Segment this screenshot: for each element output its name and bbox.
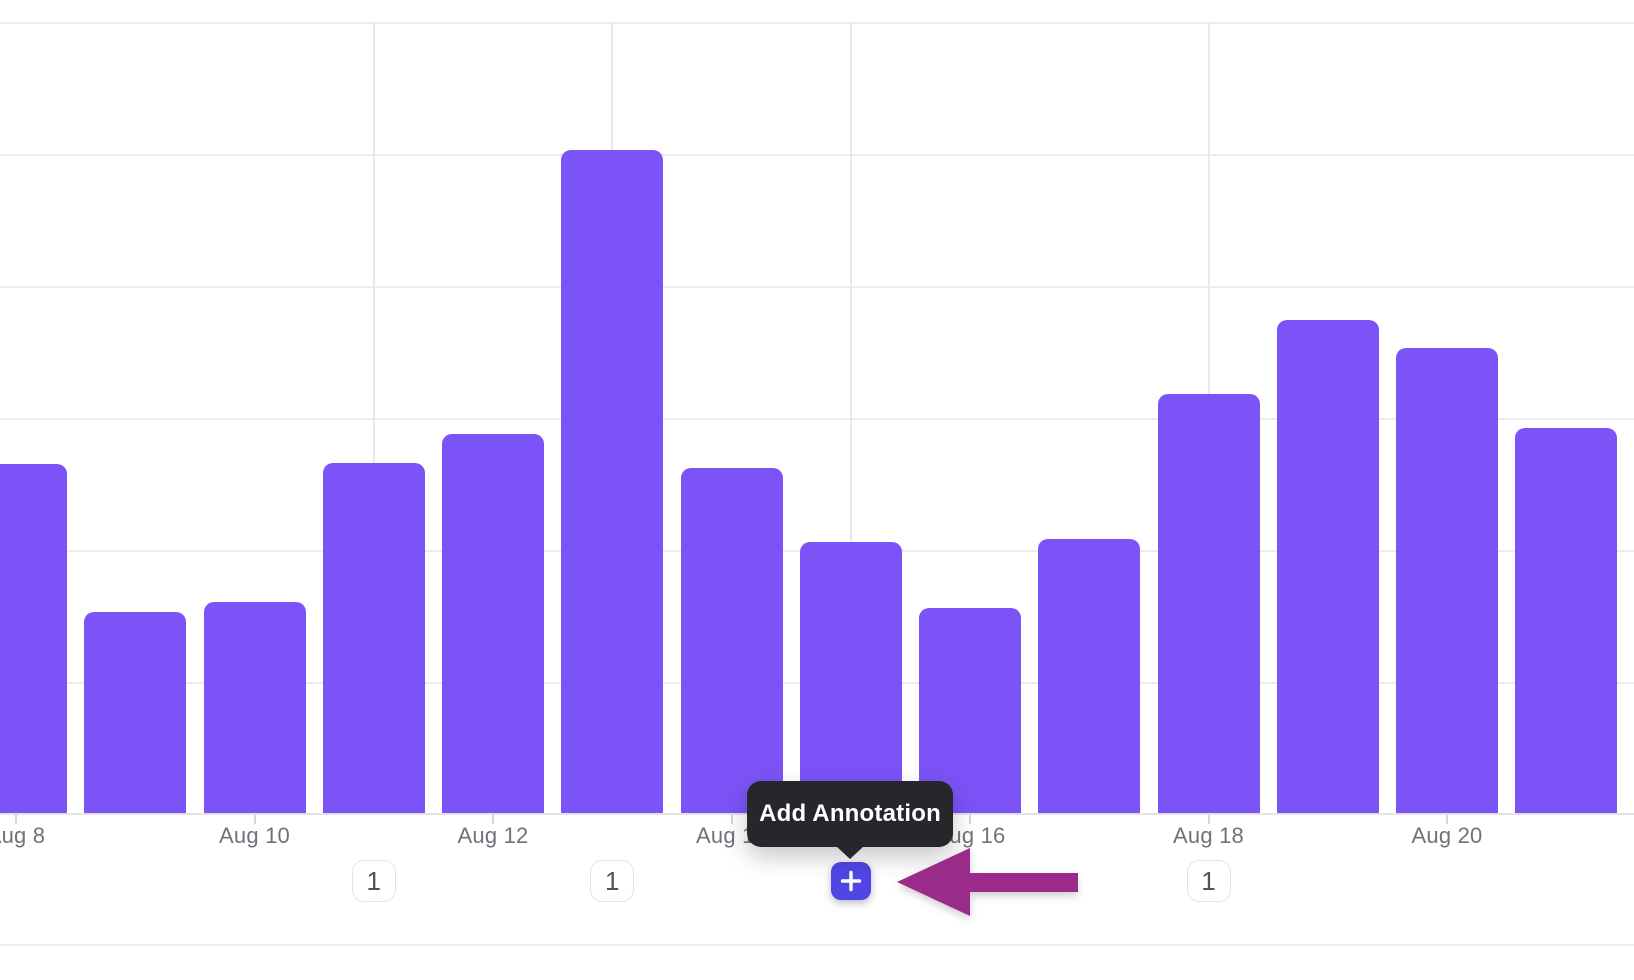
x-axis-label: Aug 20 [1411, 823, 1483, 848]
plus-icon [840, 870, 861, 892]
x-axis-tick [253, 814, 256, 824]
bar[interactable] [561, 150, 664, 814]
x-axis-label: Aug 8 [0, 823, 46, 848]
horizontal-gridline [0, 418, 1634, 420]
bar[interactable] [0, 464, 67, 814]
x-axis-tick [492, 814, 494, 824]
x-axis-label: Aug 12 [457, 823, 529, 848]
x-axis-label: Aug 10 [219, 823, 290, 848]
annotation-count-badge[interactable]: 1 [590, 860, 635, 902]
x-axis-tick [969, 814, 971, 824]
bar[interactable] [680, 468, 783, 814]
x-axis-tick [730, 814, 733, 824]
section-divider [0, 944, 1634, 946]
horizontal-gridline [0, 154, 1634, 156]
pointer-arrow-icon [897, 848, 1078, 916]
tooltip-label: Add Annotation [759, 800, 941, 827]
tooltip-caret [836, 846, 864, 859]
bar[interactable] [1515, 428, 1618, 814]
bar[interactable] [1038, 539, 1141, 814]
bar[interactable] [203, 602, 306, 814]
annotation-guide-line [849, 22, 852, 814]
x-axis-tick [1207, 814, 1210, 824]
bar[interactable] [799, 542, 902, 814]
bar[interactable] [1157, 394, 1260, 814]
x-axis-label: Aug 18 [1173, 823, 1244, 848]
annotation-count-badge[interactable]: 1 [351, 860, 396, 902]
add-annotation-tooltip: Add Annotation [747, 781, 953, 847]
annotation-guide-line [372, 22, 375, 814]
annotation-count-badge[interactable]: 1 [1186, 860, 1231, 902]
bar[interactable] [84, 612, 187, 814]
x-axis-tick [15, 814, 17, 824]
horizontal-gridline [0, 286, 1634, 288]
horizontal-gridline [0, 22, 1634, 24]
bar[interactable] [322, 463, 425, 814]
bar[interactable] [442, 434, 544, 814]
bar[interactable] [1396, 348, 1498, 814]
bar[interactable] [919, 608, 1021, 814]
add-annotation-button[interactable] [830, 862, 871, 900]
bar[interactable] [1276, 320, 1379, 814]
x-axis-tick [1446, 814, 1448, 824]
